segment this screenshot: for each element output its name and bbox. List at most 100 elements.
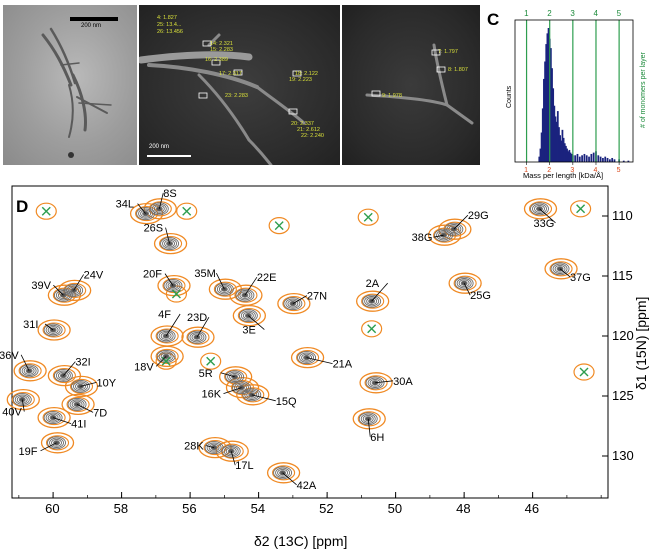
orange-contour [45, 435, 70, 451]
histogram-bar [581, 155, 583, 162]
gray-contour [160, 332, 172, 340]
gray-contour [55, 370, 71, 381]
x-tick-label: 48 [456, 501, 470, 516]
gray-contour [162, 238, 178, 249]
orange-contour [224, 369, 248, 385]
histogram-bar [613, 159, 616, 162]
gray-contour [450, 226, 458, 232]
peak-label: 40V [2, 407, 22, 419]
gray-contour [283, 297, 303, 311]
peak-label: 3E [242, 325, 255, 337]
gray-contour [534, 204, 545, 213]
histogram-bar [562, 137, 565, 162]
peak-label: 19F [19, 446, 38, 458]
gray-contour [275, 467, 291, 478]
spectrum-x-label: δ2 (13C) [ppm] [254, 533, 347, 549]
orange-contour [215, 440, 249, 462]
mpl-label: 8: 1.807 [448, 67, 468, 73]
gray-contour [19, 364, 39, 378]
cross-marker [367, 324, 377, 334]
gray-contour [458, 279, 470, 288]
histogram-bar [585, 155, 588, 162]
orange-contour [356, 290, 390, 312]
gray-contour [45, 412, 61, 423]
label-leader [165, 313, 181, 337]
peak-label: 34L [116, 199, 134, 211]
bottom-tick-label: 3 [570, 167, 574, 174]
histogram-bar [568, 149, 571, 162]
gray-contour [303, 355, 311, 361]
gray-contour [242, 388, 262, 402]
histogram-bar [590, 153, 593, 162]
gray-contour [16, 395, 28, 404]
gray-contour [59, 292, 67, 298]
gray-contour [360, 413, 376, 424]
gray-contour [49, 327, 57, 333]
y-tick-label: 120 [612, 328, 634, 343]
histogram-bars [538, 28, 630, 162]
mpl-label: 4: 1.827 [157, 15, 177, 21]
mpl-label: 23: 2.283 [225, 93, 248, 99]
panel-label-d: D [16, 197, 29, 216]
histogram-bar [555, 121, 558, 162]
peak-label: 18V [134, 361, 154, 373]
gray-contour [299, 352, 315, 363]
label-leader [223, 387, 242, 394]
label-leader [244, 276, 258, 296]
peak-label: 36V [0, 350, 19, 362]
gray-contour [23, 366, 35, 375]
x-tick-label: 60 [45, 501, 59, 516]
gray-contour [248, 392, 256, 398]
gray-contour [210, 445, 218, 451]
gray-contour [448, 225, 460, 234]
gray-contour [51, 438, 62, 447]
histogram-bar [606, 157, 609, 162]
orange-contour [176, 202, 198, 220]
histogram-bar [553, 105, 556, 162]
orange-contour [155, 328, 179, 344]
orange-contour [42, 410, 66, 426]
orange-contour [35, 202, 57, 220]
top-ticks: 1 2 3 4 5 [524, 9, 622, 18]
gray-contour [160, 237, 180, 251]
label-leader [230, 451, 236, 466]
top-tick-label: 2 [547, 9, 552, 18]
gray-contour [279, 470, 287, 476]
gray-contour [55, 290, 71, 301]
top-tick-label: 1 [524, 9, 529, 18]
gray-contour [223, 446, 239, 457]
histogram-bar [554, 116, 557, 162]
label-leader [158, 192, 164, 209]
peak-label: 41I [71, 419, 86, 431]
gray-contour [246, 390, 258, 399]
spectrum-y-label: δ1 (15N) [ppm] [633, 297, 649, 390]
peak-label: 28K [184, 441, 204, 453]
orange-contour [277, 292, 311, 315]
gray-contour [231, 374, 239, 380]
gray-contour [227, 371, 243, 382]
peak-center [221, 287, 227, 291]
gray-contour [71, 379, 90, 393]
x-tick-label: 50 [388, 501, 402, 516]
gray-contour [45, 324, 61, 336]
gray-contour [369, 378, 381, 387]
gray-contour [225, 370, 245, 384]
mpl-label: 15: 2.283 [210, 47, 233, 53]
label-leader [137, 203, 146, 214]
panel-label-c: C [487, 10, 500, 29]
gray-contour [240, 310, 256, 321]
orange-contour [361, 320, 383, 338]
histogram-bar [540, 132, 543, 162]
label-leader [80, 382, 97, 387]
mpl-label: 25: 13.4... [157, 22, 182, 28]
histogram-bar [559, 135, 561, 162]
gray-contour [140, 209, 152, 218]
label-leader [53, 284, 64, 296]
label-leader [216, 273, 225, 290]
gray-contour [362, 294, 382, 308]
spectrum-frame [11, 185, 609, 499]
histogram-bar [608, 159, 611, 162]
gray-contour [552, 263, 568, 274]
gray-contour [73, 381, 88, 392]
peak-label: 26S [144, 223, 164, 235]
